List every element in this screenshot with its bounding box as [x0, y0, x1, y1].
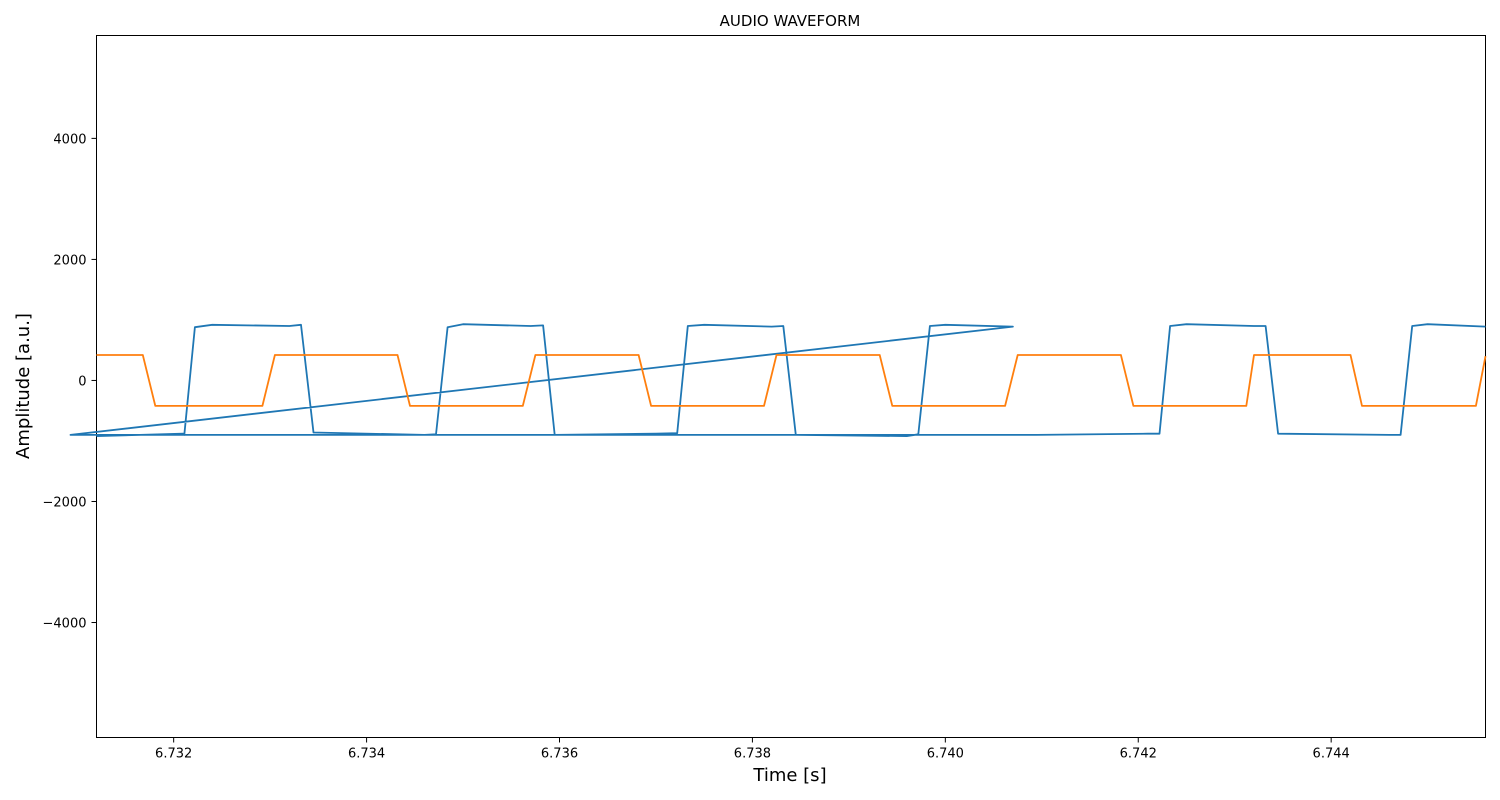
- y-tick-label: 4000: [53, 132, 86, 147]
- chart-title: AUDIO WAVEFORM: [720, 12, 861, 30]
- x-tick-label: 6.740: [927, 747, 964, 762]
- y-tick-label: 2000: [53, 253, 86, 268]
- x-tick-label: 6.734: [348, 747, 385, 762]
- x-axis: 6.732 6.734 6.736 6.738 6.740 6.742 6.744: [155, 737, 1350, 762]
- series-line-2: [96, 354, 1487, 407]
- y-tick-label: −2000: [43, 495, 87, 510]
- x-axis-label: Time [s]: [752, 765, 826, 786]
- x-tick-label: 6.736: [541, 747, 578, 762]
- plot-frame: [96, 35, 1486, 738]
- y-axis-label: Amplitude [a.u.]: [13, 313, 34, 459]
- series-line-1: [69, 323, 1486, 438]
- x-tick-label: 6.738: [734, 747, 771, 762]
- x-tick-label: 6.732: [155, 747, 192, 762]
- series-layer: [69, 323, 1487, 438]
- y-axis: 4000 2000 0 −2000 −4000: [43, 132, 97, 632]
- y-tick-label: −4000: [43, 617, 87, 632]
- x-tick-label: 6.744: [1313, 747, 1350, 762]
- x-tick-label: 6.742: [1120, 747, 1157, 762]
- y-tick-label: 0: [78, 374, 86, 389]
